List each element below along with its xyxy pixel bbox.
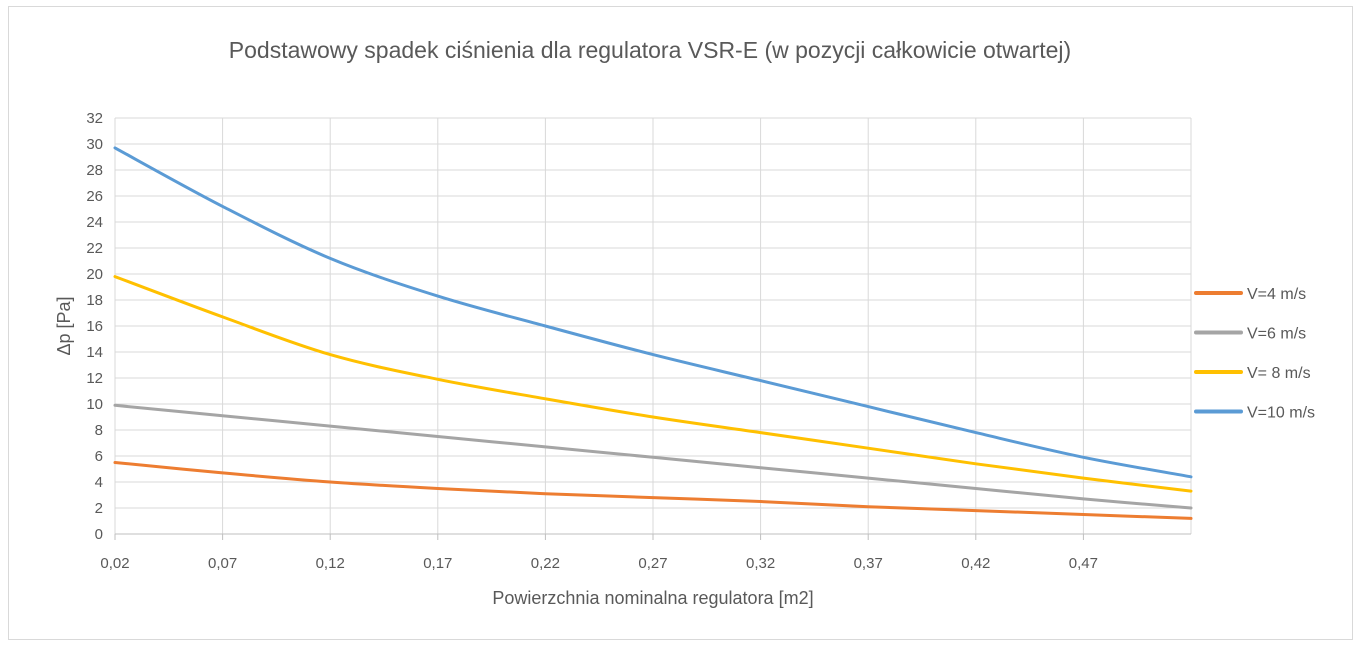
- axes: [114, 533, 1191, 540]
- legend-item-v-8-m-s: V= 8 m/s: [1194, 365, 1311, 382]
- y-tick-label: 16: [86, 318, 103, 335]
- y-tick-label: 28: [86, 162, 103, 179]
- chart-title: Podstawowy spadek ciśnienia dla regulato…: [229, 37, 1071, 63]
- x-axis-label: Powierzchnia nominalna regulatora [m2]: [492, 588, 813, 608]
- series-line-v-10-m-s: [113, 146, 1193, 479]
- y-axis-label: Δp [Pa]: [54, 296, 74, 355]
- y-tick-label: 0: [95, 526, 103, 543]
- y-tick-label: 8: [95, 422, 103, 439]
- y-tick-label: 30: [86, 136, 103, 153]
- y-tick-label: 12: [86, 370, 103, 387]
- series-line-v-8-m-s: [113, 275, 1193, 493]
- x-tick-label: 0,12: [316, 555, 345, 572]
- y-tick-label: 10: [86, 396, 103, 413]
- x-tick-label: 0,22: [531, 555, 560, 572]
- legend-label: V= 8 m/s: [1247, 365, 1311, 382]
- x-tick-label: 0,07: [208, 555, 237, 572]
- legend: V=4 m/s V=6 m/s V= 8 m/s V=10 m/s: [1194, 286, 1315, 422]
- x-tick-label: 0,17: [423, 555, 452, 572]
- series-line-v-6-m-s: [113, 403, 1193, 510]
- legend-label: V=10 m/s: [1247, 405, 1315, 422]
- y-tick-label: 4: [95, 474, 103, 491]
- legend-label: V=6 m/s: [1247, 326, 1306, 343]
- x-tick-label: 0,32: [746, 555, 775, 572]
- y-tick-label: 18: [86, 292, 103, 309]
- y-tick-label: 14: [86, 344, 103, 361]
- y-tick-label: 26: [86, 188, 103, 205]
- x-tick-label: 0,42: [961, 555, 990, 572]
- x-tick-label: 0,47: [1069, 555, 1098, 572]
- x-tick-label: 0,37: [854, 555, 883, 572]
- y-tick-label: 22: [86, 240, 103, 257]
- legend-item-v-6-m-s: V=6 m/s: [1194, 326, 1306, 343]
- legend-label: V=4 m/s: [1247, 286, 1306, 303]
- y-tick-label: 2: [95, 500, 103, 517]
- series-line-v-4-m-s: [113, 461, 1193, 520]
- legend-item-v-10-m-s: V=10 m/s: [1194, 405, 1315, 422]
- y-tick-label: 6: [95, 448, 103, 465]
- legend-item-v-4-m-s: V=4 m/s: [1194, 286, 1306, 303]
- x-tick-label: 0,02: [100, 555, 129, 572]
- x-tick-label: 0,27: [638, 555, 667, 572]
- y-tick-label: 20: [86, 266, 103, 283]
- series-lines: [113, 146, 1193, 520]
- y-tick-label: 32: [86, 110, 103, 127]
- y-tick-label: 24: [86, 214, 103, 231]
